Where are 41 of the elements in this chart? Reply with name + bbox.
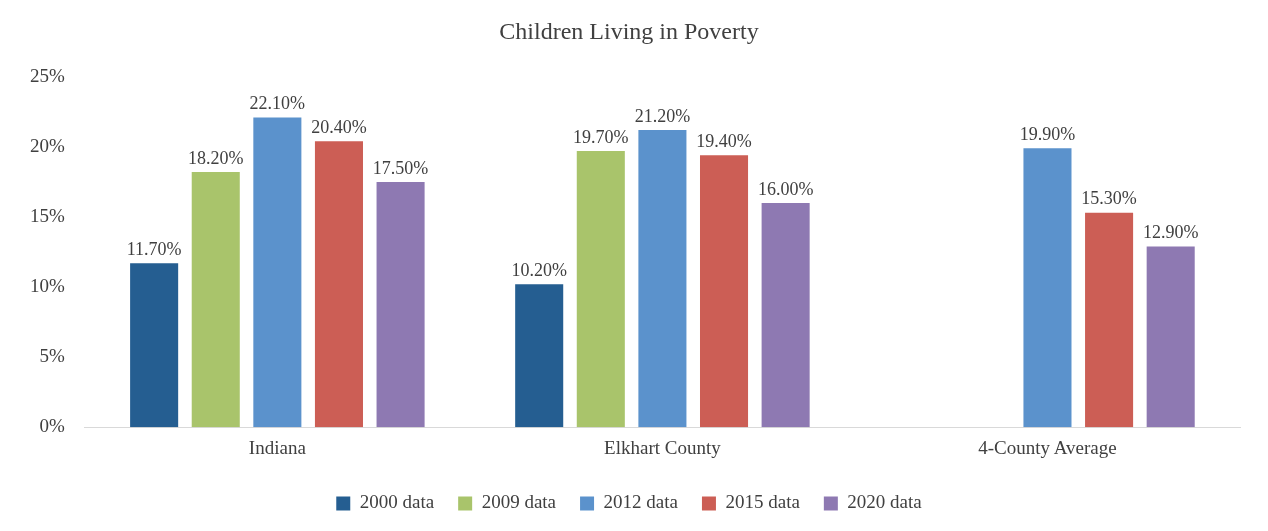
bar: [1023, 148, 1072, 428]
data-label: 19.90%: [1019, 124, 1076, 145]
x-tick-label: 4-County Average: [978, 436, 1117, 458]
data-label: 18.20%: [188, 147, 244, 168]
y-tick-label: 20%: [30, 134, 65, 156]
bar: [638, 130, 687, 428]
data-label: 19.70%: [573, 126, 629, 147]
data-label: 12.90%: [1142, 222, 1199, 243]
chart-title: Children Living in Poverty: [499, 17, 759, 44]
data-label: 22.10%: [249, 93, 306, 114]
bar: [515, 284, 564, 428]
data-label: 20.40%: [311, 117, 367, 138]
legend-label: 2020 data: [847, 491, 923, 513]
y-tick-label: 15%: [30, 204, 65, 226]
bar: [1146, 246, 1195, 428]
legend-label: 2012 data: [603, 491, 679, 513]
bar: [130, 263, 179, 428]
data-label: 11.70%: [126, 238, 182, 259]
data-label: 17.50%: [372, 157, 429, 178]
data-label: 15.30%: [1081, 188, 1137, 209]
bar: [253, 117, 302, 428]
data-label: 21.20%: [634, 105, 691, 126]
y-tick-label: 5%: [39, 345, 65, 367]
bar: [700, 155, 749, 428]
data-label: 16.00%: [757, 178, 814, 199]
data-label: 19.40%: [696, 131, 752, 152]
y-tick-label: 25%: [30, 64, 65, 86]
bar: [761, 202, 810, 428]
y-tick-label: 10%: [30, 275, 65, 297]
bar: [376, 181, 425, 428]
bar: [314, 141, 363, 428]
legend-label: 2000 data: [359, 491, 435, 513]
y-tick-label: 0%: [39, 415, 65, 437]
x-tick-label: Elkhart County: [604, 436, 722, 458]
legend-label: 2009 data: [481, 491, 557, 513]
x-tick-label: Indiana: [248, 436, 307, 458]
bar: [1085, 212, 1134, 428]
data-label: 10.20%: [511, 259, 567, 280]
bar: [191, 172, 240, 428]
bar: [576, 151, 625, 428]
legend-label: 2015 data: [725, 491, 801, 513]
